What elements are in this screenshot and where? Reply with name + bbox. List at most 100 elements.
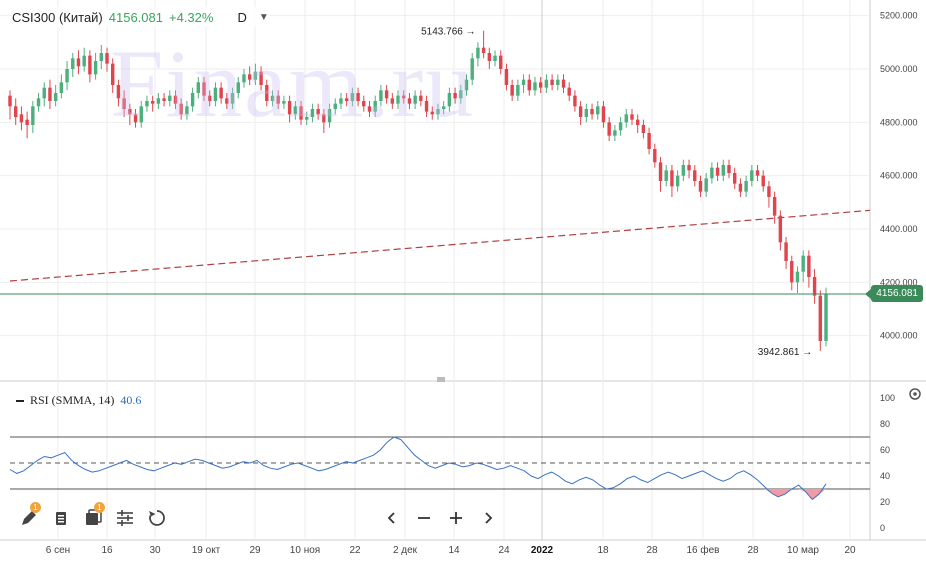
candle-body [356,93,360,101]
candle-body [82,55,86,67]
x-tick-label: 2 дек [393,545,418,556]
rsi-tick-label: 80 [880,419,890,429]
period-selector[interactable]: D [237,9,247,25]
candle-body [413,95,417,104]
trendline [9,209,871,282]
x-tick-label: 10 мар [787,545,819,556]
chart-header: CSI300 (Китай) 4156.081 +4.32% D ▼ [12,7,269,27]
candle-body [219,87,223,99]
y-tick-label: 4800.000 [880,117,918,127]
candle-body [493,55,497,61]
candle-body [384,90,389,99]
candle-body [42,87,46,99]
delete-button[interactable] [48,505,74,531]
x-tick-label: 10 ноя [290,545,320,556]
reset-button[interactable] [144,505,170,531]
candle-body [242,74,246,83]
y-tick-label: 5200.000 [880,11,918,21]
chart-grid [0,0,926,541]
x-tick-label: 28 [747,545,759,556]
candle-body [253,71,258,80]
candle-body [350,93,355,101]
y-tick-label: 4400.000 [880,224,918,234]
x-tick-label: 2022 [531,545,554,556]
candle-body [812,277,817,296]
candle-body [339,98,343,104]
reset-icon [149,510,165,526]
candle-body [693,170,697,181]
candle-body [755,170,760,176]
trendline-group [9,209,871,282]
candle-body [13,106,18,117]
gear-ring [909,388,921,400]
candle-body [190,93,195,107]
layers-button[interactable]: 1 [80,502,106,531]
candle-body [624,114,628,123]
drawing-toolbar: 1 1 [16,502,170,531]
candle-body [744,181,748,192]
pencil-button[interactable]: 1 [16,502,42,531]
candle-body [470,58,474,80]
candle-body [105,53,109,64]
rsi-tick-label: 0 [880,523,885,533]
candle-body [424,101,429,112]
candle-body [299,106,303,120]
candle-body [265,85,269,101]
candle-body [453,93,457,99]
y-tick-label: 4200.000 [880,277,918,287]
zoom-in-button[interactable] [444,505,468,531]
candle-body [150,101,155,104]
candle-body [71,58,75,69]
candle-body [322,114,326,123]
scroll-right-button[interactable] [476,505,500,531]
current-price: 4156.081 [108,9,163,25]
candle-body [367,106,372,112]
x-tick-label: 18 [597,545,609,556]
candle-body [772,197,777,216]
candle-body [516,85,520,96]
candle-body [738,183,743,192]
candle-body [727,165,731,173]
candle-body [225,98,229,104]
candle-body [601,106,606,123]
x-tick-label: 19 окт [192,545,221,556]
candle-body [487,53,492,61]
candle-body [647,133,651,149]
candle-body [732,173,737,184]
candle-body [19,114,24,123]
candle-body [635,119,640,125]
zoom-out-button[interactable] [412,505,436,531]
candle-body [145,101,149,107]
candle-body [710,167,714,179]
candle-body [675,175,680,187]
candle-body [270,95,275,101]
candle-body [202,82,206,96]
chevron-down-icon[interactable]: ▼ [258,11,269,23]
candle-body [247,74,252,80]
candle-body [310,109,315,117]
candle-body [48,87,52,101]
candle-body [630,114,634,120]
sliders-icon [117,510,133,526]
candle-body [407,98,412,104]
settings-button[interactable] [112,505,138,531]
scroll-left-button[interactable] [380,505,404,531]
candle-body [527,79,531,91]
rsi-legend-swatch [16,399,24,402]
prev-icon [387,512,395,524]
candle-body [373,101,377,112]
candle-body [259,71,263,85]
candle-body [607,122,611,136]
candle-body [327,109,332,123]
candle-body [721,165,725,176]
candle-body [362,101,366,107]
candle-body [276,95,280,104]
extreme-label: 3942.861 → [758,347,813,358]
pencil-badge: 1 [30,502,41,513]
extreme-label: 5143.766 → [421,27,476,38]
candle-body [36,98,41,107]
candle-body [499,55,503,69]
candle-body [481,47,486,53]
candle-body [122,98,126,109]
candle-body [556,79,560,85]
